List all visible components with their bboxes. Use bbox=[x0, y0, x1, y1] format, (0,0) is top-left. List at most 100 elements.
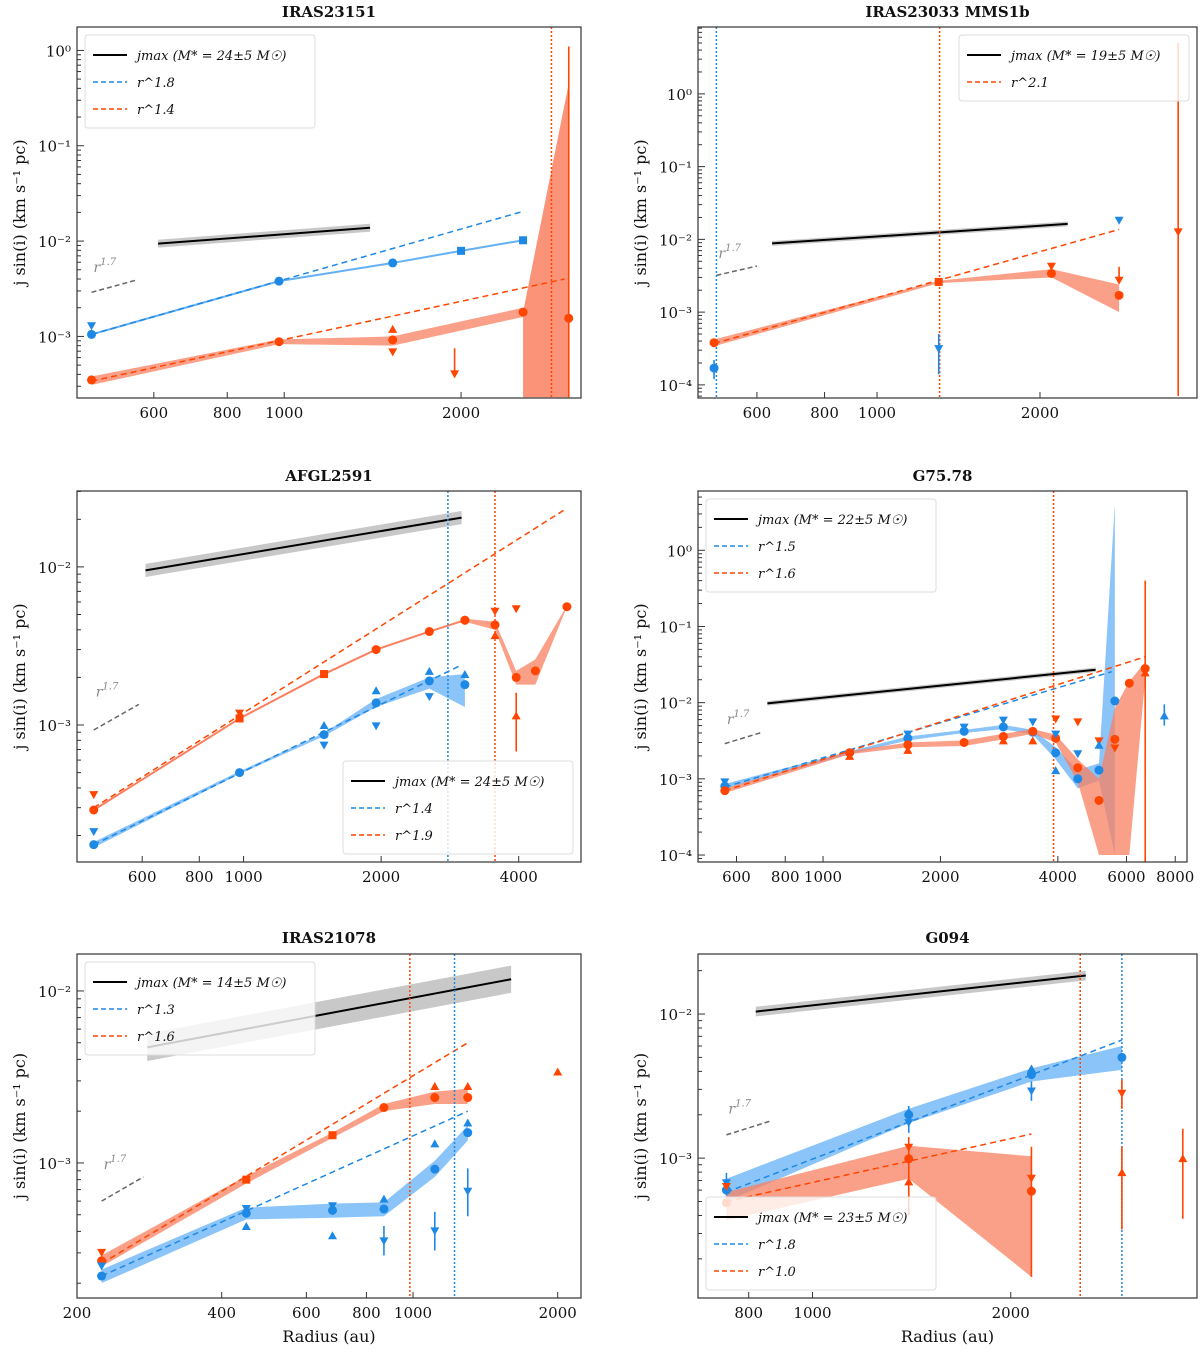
lower-limit-marker bbox=[430, 1139, 440, 1148]
y-axis-label: j sin(i) (km s⁻¹ pc) bbox=[631, 139, 650, 287]
lower-limit-marker bbox=[460, 670, 470, 679]
data-point-blue bbox=[519, 236, 528, 245]
y-tick-label: 10⁻² bbox=[659, 1006, 692, 1024]
lower-limit-marker bbox=[903, 745, 913, 754]
upper-limit-marker bbox=[89, 791, 99, 800]
legend-label-jmax: jmax (M* = 14±5 M☉) bbox=[134, 976, 287, 991]
power-law-fit-red bbox=[91, 278, 565, 382]
upper-limit-marker bbox=[319, 741, 329, 750]
x-tick-label: 2000 bbox=[362, 868, 400, 886]
legend-box bbox=[705, 498, 937, 593]
lower-limit-marker bbox=[1159, 711, 1169, 720]
data-point-red bbox=[320, 670, 329, 679]
panel-iras23151: r1.7 IRAS23151 10⁻³ 10⁻² 10⁻¹ 10⁰ 600 800 1000 20… bbox=[10, 3, 582, 422]
data-point-blue bbox=[424, 676, 434, 686]
chart-title: G094 bbox=[925, 929, 969, 947]
panel-iras21078: r1.7 IRAS21078 10⁻³ 10⁻² 200 400 600 800 1000 200… bbox=[10, 929, 582, 1346]
axes-frame bbox=[697, 490, 1188, 863]
data-point-red bbox=[1028, 726, 1038, 736]
panel-afgl2591: r1.7 AFGL2591 10⁻³ 10⁻² 600 800 1000 2000 4000 j … bbox=[10, 467, 582, 886]
series-line-red bbox=[93, 619, 466, 811]
reference-slope-line bbox=[716, 265, 758, 277]
lower-limit-marker bbox=[463, 1118, 473, 1127]
panel-g75-78: r1.7 G75.78 10⁻⁴ 10⁻³ 10⁻² 10⁻¹ 10⁰ 600 800 1000 2… bbox=[631, 467, 1194, 886]
upper-limit-marker bbox=[1026, 1174, 1036, 1183]
lower-limit-marker bbox=[998, 736, 1008, 745]
legend: jmax (M* = 19±5 M☉) r^2.1 bbox=[958, 34, 1190, 102]
upper-limit-marker bbox=[904, 1143, 914, 1152]
data-point-red bbox=[562, 602, 572, 612]
data-point-blue bbox=[463, 1128, 473, 1138]
lower-limit-marker bbox=[327, 1231, 337, 1240]
data-point-blue bbox=[1073, 774, 1083, 784]
data-point-red bbox=[518, 307, 528, 317]
series-band-red bbox=[101, 1088, 468, 1267]
data-point-red bbox=[1124, 678, 1134, 688]
lower-limit-marker bbox=[371, 686, 381, 695]
plot-area: r1.7 bbox=[709, 27, 1183, 398]
reference-slope-label: r1.7 bbox=[94, 257, 117, 276]
x-tick-label: 1000 bbox=[793, 1304, 831, 1322]
reference-slope-label: r1.7 bbox=[104, 1154, 127, 1173]
data-point-blue bbox=[1117, 1052, 1127, 1062]
data-point-red bbox=[709, 338, 719, 348]
data-point-red bbox=[430, 1093, 440, 1103]
power-law-fit-red bbox=[726, 1133, 1032, 1203]
data-point-blue bbox=[1051, 748, 1061, 758]
lower-limit-marker bbox=[388, 324, 398, 333]
plot-area: r1.7 bbox=[720, 491, 1169, 862]
power-law-fit-blue bbox=[101, 1110, 469, 1277]
data-point-red bbox=[463, 1093, 473, 1103]
legend-box bbox=[342, 760, 574, 855]
series-band-blue bbox=[101, 1125, 468, 1284]
legend-label-blue: r^1.3 bbox=[137, 1003, 175, 1018]
lower-limit-marker bbox=[904, 1107, 914, 1116]
data-point-red bbox=[371, 645, 381, 655]
series-band-red bbox=[91, 307, 524, 385]
axes-frame bbox=[76, 490, 582, 863]
x-tick-label: 4000 bbox=[500, 868, 538, 886]
data-point-red bbox=[328, 1131, 337, 1140]
x-tick-label: 2000 bbox=[442, 404, 480, 422]
uncertainty-band bbox=[523, 83, 569, 398]
x-tick-label: 2000 bbox=[992, 1304, 1030, 1322]
upper-limit-marker bbox=[1051, 715, 1061, 724]
upper-limit-marker bbox=[1051, 730, 1061, 739]
lower-limit-marker bbox=[845, 751, 855, 760]
plot-area: r1.7 bbox=[721, 954, 1188, 1298]
x-tick-label: 800 bbox=[352, 1304, 381, 1322]
y-axis-label: j sin(i) (km s⁻¹ pc) bbox=[631, 1053, 650, 1201]
legend: jmax (M* = 23±5 M☉) r^1.8 r^1.0 bbox=[705, 1196, 937, 1291]
upper-limit-marker bbox=[959, 723, 969, 732]
chart-title: G75.78 bbox=[913, 467, 973, 485]
upper-limit-marker bbox=[1114, 216, 1124, 225]
legend-box bbox=[958, 34, 1190, 102]
y-axis-label: j sin(i) (km s⁻¹ pc) bbox=[631, 603, 650, 751]
x-tick-label: 2000 bbox=[539, 1304, 577, 1322]
reference-slope-line bbox=[91, 279, 137, 294]
data-point-blue bbox=[371, 698, 381, 708]
data-point-red bbox=[1110, 734, 1120, 744]
power-law-fit-blue bbox=[726, 1039, 1123, 1193]
x-tick-label: 800 bbox=[213, 404, 242, 422]
y-tick-label: 10⁻² bbox=[38, 983, 71, 1001]
axes-frame bbox=[697, 953, 1198, 1299]
series-band-red bbox=[724, 662, 1146, 856]
data-point-red bbox=[242, 1175, 251, 1184]
upper-limit-marker bbox=[720, 778, 730, 787]
y-tick-label: 10⁻¹ bbox=[38, 138, 71, 156]
upper-limit-marker bbox=[379, 1237, 389, 1246]
data-point-red bbox=[1046, 268, 1056, 278]
y-tick-label: 10⁻¹ bbox=[659, 159, 692, 177]
upper-limit-marker bbox=[721, 1183, 731, 1192]
upper-limit-marker bbox=[241, 1204, 251, 1213]
lower-limit-marker bbox=[319, 721, 329, 730]
reference-slope-label: r1.7 bbox=[718, 243, 741, 262]
lower-limit-marker bbox=[511, 711, 521, 720]
data-point-blue bbox=[388, 258, 398, 268]
power-law-fit-red bbox=[713, 228, 1120, 345]
jmax-line bbox=[145, 516, 462, 572]
upper-limit-marker bbox=[388, 348, 398, 357]
lower-limit-marker bbox=[1051, 766, 1061, 775]
